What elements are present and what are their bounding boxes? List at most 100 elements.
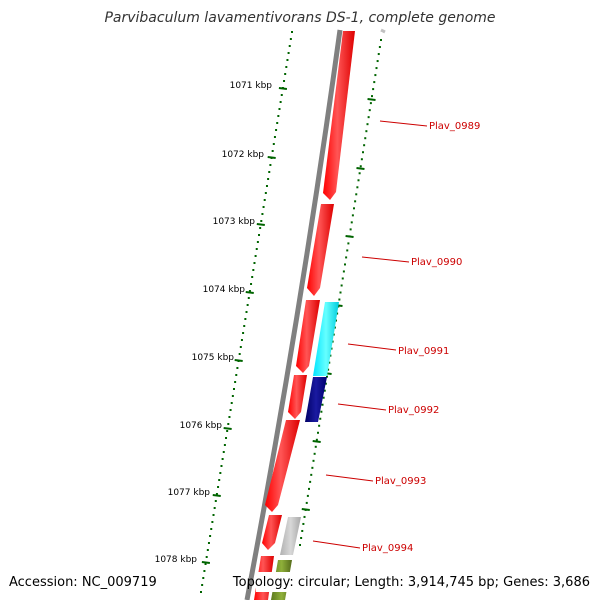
ruler-dot: [378, 46, 381, 49]
ruler-dot: [324, 382, 327, 385]
ruler-dot: [330, 347, 333, 350]
ruler-dot: [375, 67, 378, 70]
ruler-dot: [345, 256, 348, 259]
ruler-dot: [209, 535, 212, 537]
genome-backbone: [244, 29, 343, 600]
accession-text: Accession: NC_009719: [9, 575, 157, 590]
ruler-dot: [203, 570, 206, 572]
ruler-dot: [255, 248, 258, 250]
ruler-dot: [244, 318, 247, 320]
ruler-dot: [377, 53, 380, 56]
ruler-dot: [231, 395, 234, 397]
ruler-dot: [200, 591, 202, 593]
leader-line: [379, 120, 428, 127]
ruler-dot: [235, 374, 238, 376]
gene-labels: Plav_0989 Plav_0990 Plav_0991 Plav_0992 …: [312, 120, 480, 554]
ruler-major-tick: [301, 508, 310, 511]
ruler-dot: [239, 346, 242, 348]
ruler-dot: [344, 263, 346, 266]
ruler-dot: [301, 529, 304, 532]
ruler-dot: [339, 291, 342, 294]
ruler-dot: [363, 144, 366, 147]
gene-feature-plav-0989[interactable]: [323, 31, 355, 200]
ruler-dot: [229, 409, 232, 411]
ruler-dot: [236, 367, 239, 369]
ruler-dot: [329, 354, 332, 357]
tick-label: 1073 kbp: [213, 217, 256, 227]
gene-label-plav-0994[interactable]: Plav_0994: [362, 543, 413, 554]
gene-feature-plav-0994[interactable]: [262, 515, 282, 550]
ruler-dot: [207, 542, 210, 544]
ruler-dot: [272, 143, 275, 145]
ruler-dot: [247, 297, 250, 299]
ruler-dot: [248, 290, 251, 292]
leader-line: [325, 474, 374, 482]
ruler-dot: [346, 249, 349, 252]
ruler-dot: [285, 66, 288, 68]
gene-feature-plav-0990[interactable]: [307, 204, 334, 296]
ruler-dot: [202, 577, 205, 579]
ruler-dot: [299, 544, 301, 546]
ruler-dot: [222, 451, 225, 453]
ruler-dot: [230, 402, 233, 404]
gene-feature-plav-0991[interactable]: [313, 302, 339, 376]
ruler-dot: [338, 298, 341, 301]
ruler-dot: [267, 178, 270, 180]
gene-label-plav-0989[interactable]: Plav_0989: [429, 121, 480, 132]
gene-feature-plav-0992[interactable]: [305, 377, 327, 422]
ruler-major-tick: [278, 87, 288, 90]
ruler-dot: [353, 207, 355, 210]
ruler-dot: [254, 255, 257, 257]
leader-line: [337, 403, 387, 411]
gene-feature-plav-0993[interactable]: [265, 420, 300, 512]
ruler-dot: [286, 59, 289, 61]
ruler-dot: [351, 214, 354, 217]
ruler-dot: [303, 515, 306, 518]
gene-label-plav-0990[interactable]: Plav_0990: [411, 257, 462, 268]
ruler-dot: [350, 221, 353, 224]
ruler-dot: [264, 192, 267, 194]
ruler-dot: [251, 276, 254, 278]
ruler-dot: [367, 116, 370, 119]
topology-text: Topology: circular; Length: 3,914,745 bp…: [232, 575, 590, 590]
ruler-dot: [300, 536, 303, 539]
ruler-dot: [322, 396, 325, 399]
ruler-dot: [238, 353, 241, 355]
gene-label-plav-0991[interactable]: Plav_0991: [398, 346, 449, 357]
ruler-dot: [252, 269, 255, 271]
ruler-major-tick: [234, 359, 243, 362]
ruler-dot: [258, 234, 261, 236]
ruler-dot: [342, 270, 345, 273]
ruler-major-tick: [256, 223, 265, 226]
gene-feature-red-a[interactable]: [296, 300, 320, 373]
gene-label-plav-0992[interactable]: Plav_0992: [388, 405, 439, 416]
ruler-dot: [217, 486, 220, 488]
leader-line: [312, 540, 361, 549]
ruler-major-tick: [201, 561, 210, 564]
gene-label-plav-0993[interactable]: Plav_0993: [375, 476, 426, 487]
ruler-dot: [331, 340, 334, 343]
gene-feature-grey[interactable]: [280, 517, 301, 555]
ruler-dot: [354, 200, 357, 203]
ruler-major-tick: [245, 291, 254, 294]
ruler-dot: [332, 333, 335, 336]
ruler-dot: [372, 88, 375, 91]
ruler-dot: [347, 242, 350, 245]
ruler-dot: [215, 493, 218, 495]
ruler-dot: [288, 45, 291, 47]
ruler-dot: [261, 213, 264, 215]
tick-label: 1076 kbp: [180, 421, 223, 431]
ruler-dot: [232, 388, 235, 390]
ruler-dot: [371, 95, 373, 98]
ruler-dot: [227, 423, 230, 425]
ruler-dot: [228, 416, 231, 418]
ruler-dot: [268, 171, 271, 173]
ruler-dot: [269, 164, 272, 166]
tick-label: 1071 kbp: [230, 81, 273, 91]
ruler-dot: [223, 444, 226, 446]
ruler-dot: [291, 31, 293, 33]
gene-feature-red-b[interactable]: [288, 375, 307, 419]
ruler-major-tick: [212, 494, 221, 497]
ruler-tick-labels: 1071 kbp 1072 kbp 1073 kbp 1074 kbp 1075…: [155, 81, 273, 565]
